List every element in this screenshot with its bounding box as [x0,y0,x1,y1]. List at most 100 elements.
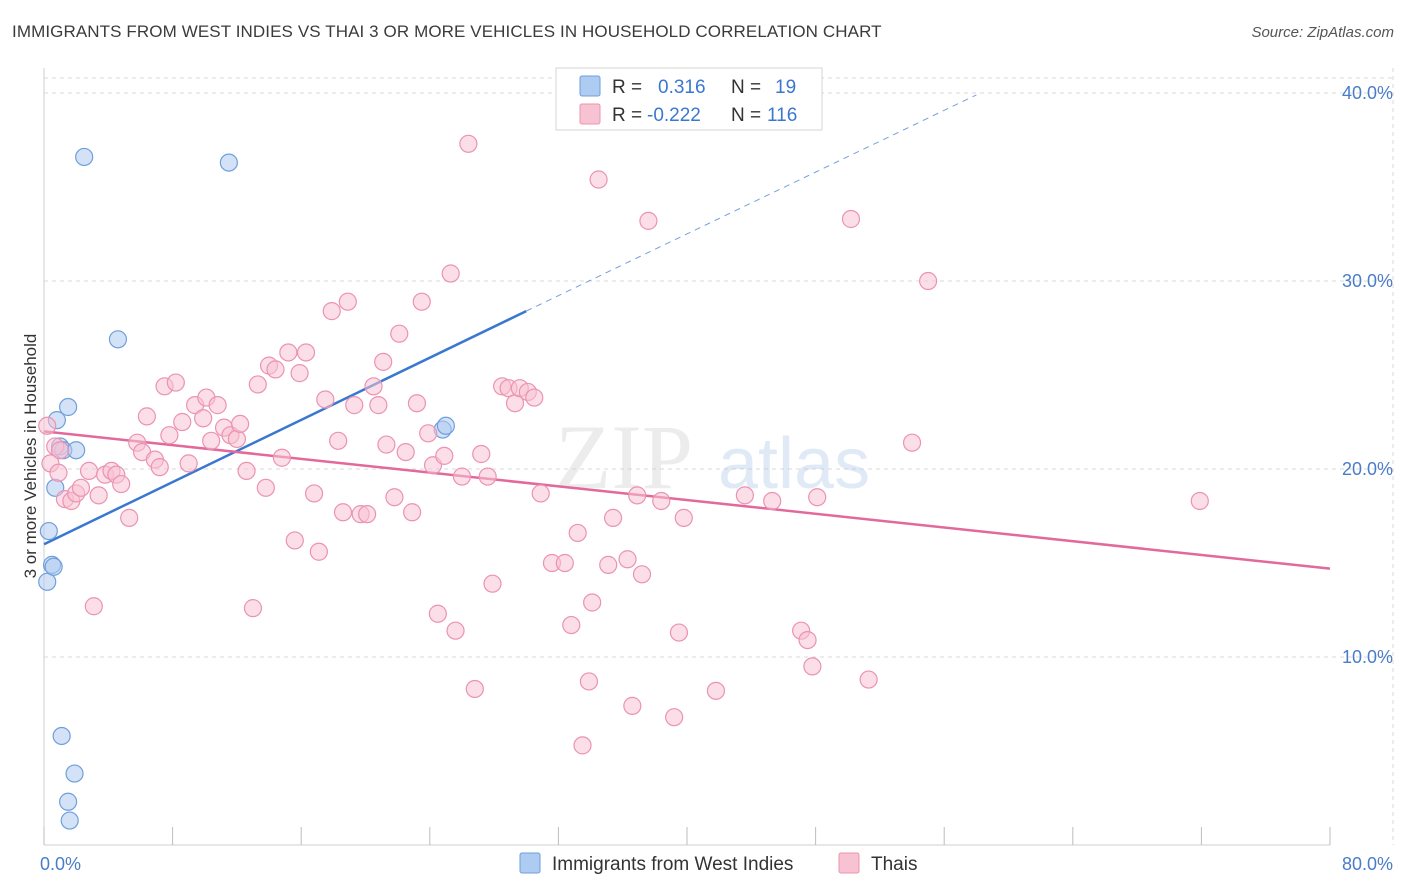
thais-point [919,271,938,291]
thais-point [71,478,91,497]
thais-point [1190,491,1209,511]
thais-point [763,491,782,511]
west-indies-point [39,521,58,541]
thais-point [628,486,647,505]
thais-point [589,170,608,189]
west-indies-point [38,572,57,591]
thais-point [309,542,328,561]
legend-swatch-west-indies [579,75,601,97]
thais-point [150,458,169,477]
thais-point [364,377,383,396]
thais-point [603,508,623,527]
west-indies-point [436,416,455,435]
thais-point [808,488,827,507]
thais-point [374,352,393,371]
thais-point [798,630,817,650]
west-indies-point [59,397,78,417]
thais-point [194,409,213,428]
west-indies-point [44,557,63,576]
y-tick-label: 10.0% [1342,647,1393,667]
y-axis-title: 3 or more Vehicles in Household [21,334,40,579]
thais-point [435,446,454,465]
west-indies-point [65,764,84,783]
thais-point [202,431,221,450]
thais-point [579,672,599,691]
thais-point [599,555,618,574]
thais-point [248,375,267,394]
thais-point [555,553,574,573]
thais-point [272,448,292,467]
thais-point [338,292,357,311]
thais-point [665,708,684,727]
thais-point [669,623,689,642]
thais-point [452,467,472,486]
thais-point [329,431,348,450]
axis-layer: 10.0% 20.0% 30.0% 40.0% 0.0% 80.0% [40,68,1393,874]
source-label: Source: ZipAtlas.com [1251,24,1394,41]
thais-point [735,486,754,505]
thais-trend-line [43,430,1331,570]
legend-n-label-1: N = [731,77,761,98]
thais-point [266,360,285,379]
y-tick-label: 20.0% [1342,459,1393,479]
thais-point [49,463,68,482]
thais-point [84,597,103,616]
thais-point [525,388,544,407]
thais-point [618,550,637,569]
legend-r-label-2: R = [612,105,642,126]
thais-point [412,292,431,311]
series-legend: Immigrants from West Indies Thais [519,852,917,875]
thais-point [322,302,341,321]
thais-point [231,414,250,434]
stats-legend: R = 0.316 N = 19 R = -0.222 N = 116 [555,67,823,131]
thais-point [632,565,652,584]
thais-point [419,424,438,443]
thais-point [290,364,309,383]
west-indies-point [75,147,94,167]
thais-point [243,599,263,618]
thais-point [333,503,353,522]
thais-point [478,467,497,486]
thais-point [385,488,404,507]
legend-n-value-1: 19 [775,77,796,98]
x-tick-label: 0.0% [40,854,81,874]
thais-point [803,657,822,676]
thais-point [562,615,581,635]
legend-r-value-1: 0.316 [658,77,706,98]
thais-point [208,396,227,415]
thais-point [859,670,878,689]
thais-point [706,681,726,700]
watermark: ZIP atlas [555,406,870,508]
thais-point [472,444,491,464]
thais-point [403,503,422,522]
trend-layer [43,94,1331,570]
thais-point [531,484,550,503]
legend-n-value-2: 116 [767,105,797,126]
west-indies-point [108,330,128,349]
thais-point [316,390,335,409]
thais-point [112,474,131,494]
thais-point [441,264,460,283]
thais-point [304,484,324,503]
legend-r-label-1: R = [612,77,642,98]
legend-swatch-thais [579,103,601,125]
legend-r-value-2: -0.222 [647,105,701,126]
thais-point [652,491,671,511]
thais-point [428,604,447,623]
thais-point [568,523,587,543]
thais-point [639,211,658,230]
thais-point [459,134,478,153]
thais-point [358,505,377,524]
series-legend-label-west-indies: Immigrants from West Indies [552,854,793,875]
series-legend-swatch-west-indies [519,852,541,874]
thais-point [396,443,415,462]
thais-point [345,396,364,415]
thais-point [79,461,99,480]
thais-point [573,736,592,755]
thais-point [120,508,139,527]
thais-point [285,531,304,550]
thais-point [674,508,693,527]
thais-point [279,343,298,362]
thais-point [841,209,861,229]
